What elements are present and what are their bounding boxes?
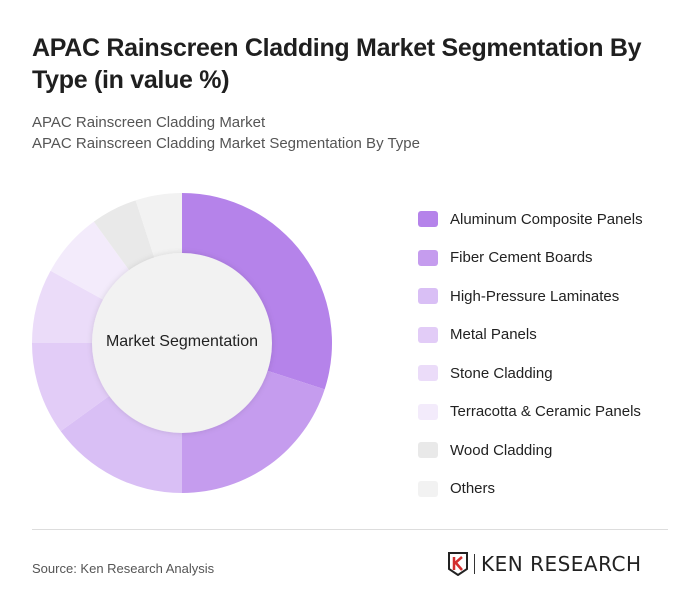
legend-item: Wood Cladding [418, 431, 643, 470]
ken-research-logo: KEN RESEARCH [448, 552, 642, 576]
slice-aluminum-composite-panels [182, 193, 332, 390]
legend-swatch [418, 288, 438, 305]
logo-text: KEN RESEARCH [481, 552, 642, 576]
subtitle-segmentation: APAC Rainscreen Cladding Market Segmenta… [32, 135, 420, 152]
slice-wood-cladding [93, 200, 155, 272]
chart-title: APAC Rainscreen Cladding Market Segmenta… [32, 34, 642, 94]
legend-item: Fiber Cement Boards [418, 239, 643, 278]
subtitle-market: APAC Rainscreen Cladding Market [32, 114, 266, 131]
donut-center [92, 253, 272, 433]
legend-swatch [418, 365, 438, 382]
legend-label: Stone Cladding [450, 364, 553, 382]
divider [32, 529, 668, 530]
legend-item: Stone Cladding [418, 354, 643, 393]
slice-stone-cladding [32, 270, 105, 343]
legend-swatch [418, 326, 438, 343]
logo-separator [474, 554, 475, 574]
legend-item: Terracotta & Ceramic Panels [418, 393, 643, 432]
legend-label: Fiber Cement Boards [450, 249, 593, 267]
slice-metal-panels [32, 343, 111, 432]
legend-swatch [418, 480, 438, 497]
slice-high-pressure-laminates [60, 394, 183, 493]
legend-item: Aluminum Composite Panels [418, 200, 643, 239]
legend-swatch [418, 249, 438, 266]
legend-item: High-Pressure Laminates [418, 277, 643, 316]
legend-label: Others [450, 480, 496, 498]
legend-label: Metal Panels [450, 326, 537, 344]
center-label: Market Segmentation [105, 333, 259, 350]
legend-label: Aluminum Composite Panels [450, 210, 643, 228]
ken-logo-icon [448, 552, 468, 576]
legend-label: Wood Cladding [450, 441, 553, 459]
legend-label: High-Pressure Laminates [450, 287, 620, 305]
legend-swatch [418, 442, 438, 459]
slice-fiber-cement-boards [182, 370, 325, 494]
slice-terracotta-ceramic-panels [50, 221, 131, 301]
legend-item: Others [418, 470, 643, 509]
legend-item: Metal Panels [418, 316, 643, 355]
legend-swatch [418, 403, 438, 420]
legend-swatch [418, 211, 438, 228]
legend-label: Terracotta & Ceramic Panels [450, 403, 641, 421]
slice-others [135, 193, 182, 260]
source-text: Source: Ken Research Analysis [32, 561, 215, 576]
donut-chart [32, 193, 332, 494]
legend: Aluminum Composite Panels Fiber Cement Bo… [418, 200, 643, 508]
